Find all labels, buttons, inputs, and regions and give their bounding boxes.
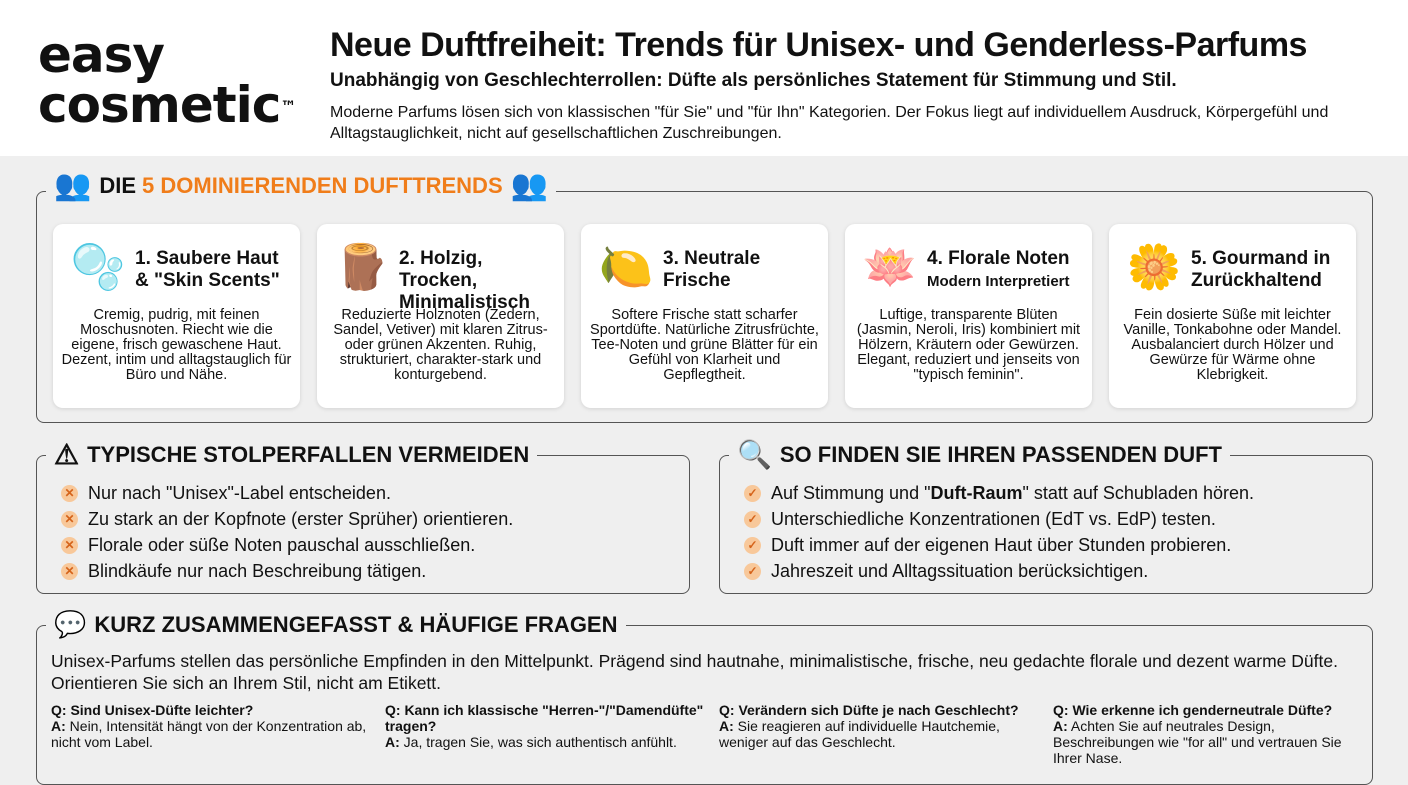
faq-item: Q: Wie erkenne ich genderneutrale Düfte?… [1053, 702, 1373, 766]
trend-card-title: 4. Florale Noten Modern Interpretiert [927, 248, 1086, 293]
trends-title-prefix: DIE [99, 172, 137, 198]
faq-item: Q: Verändern sich Düfte je nach Geschlec… [719, 702, 1039, 750]
check-icon: ✓ [744, 510, 761, 528]
summary-text: Unisex-Parfums stellen das persönliche E… [51, 651, 1338, 693]
finder-text: Jahreszeit und Alltagssituation berücksi… [771, 561, 1149, 581]
faq-answer-label: A: [719, 718, 734, 734]
pitfalls-title-text: TYPISCHE STOLPERFALLEN VERMEIDEN [87, 441, 530, 467]
trends-title: 👥 DIE 5 DOMINIERENDEN DUFTTRENDS 👥 [46, 168, 556, 203]
logo-tm: ™ [280, 97, 296, 116]
pitfalls-section: ✕ Nur nach "Unisex"-Label entscheiden. ✕ Zu… [36, 455, 690, 594]
check-icon: ✓ [744, 536, 761, 554]
x-icon: ✕ [61, 562, 78, 580]
faq-item: Q: Kann ich klassische "Herren-"/"Damend… [385, 702, 705, 750]
trend-card-text: Cremig, pudrig, mit feinen Moschusnoten.… [61, 307, 292, 383]
faq-question: Q: Wie erkenne ich genderneutrale Düfte? [1053, 702, 1333, 718]
speech-bubbles-icon: 💬 [54, 609, 87, 639]
trend-card-title: 2. Holzig, Trocken, Minimalistisch [399, 248, 558, 314]
header: easy cosmetic™ Neue Duftfreiheit: Trends … [0, 0, 1408, 156]
pitfall-item: ✕ Zu stark an der Kopfnote (erster Sprühe… [61, 506, 513, 532]
finder-text: Auf Stimmung und " [771, 483, 931, 503]
finder-list: ✓ Auf Stimmung und "Duft-Raum" statt auf … [744, 480, 1254, 584]
pitfall-text: Zu stark an der Kopfnote (erster Sprüher… [88, 509, 514, 529]
finder-title-text: SO FINDEN SIE IHREN PASSENDEN DUFT [779, 441, 1222, 467]
trend-title-text: 3. Neutrale Frische [663, 248, 761, 291]
finder-section: ✓ Auf Stimmung und "Duft-Raum" statt auf … [719, 455, 1373, 594]
intro-text: Moderne Parfums lösen sich von klassisch… [330, 104, 1329, 142]
finder-text-end: " statt auf Schubladen hören. [1022, 483, 1255, 503]
finder-title: 🔍 SO FINDEN SIE IHREN PASSENDEN DUFT [729, 438, 1230, 471]
page-title: Neue Duftfreiheit: Trends für Unisex- un… [330, 26, 1307, 64]
trend-card: 🌼 5. Gourmand in Zurückhaltend Fein dosi… [1109, 224, 1356, 408]
summary-title: 💬 KURZ ZUSAMMENGEFASST & HÄUFIGE FRAGEN [46, 609, 626, 640]
logo: easy cosmetic™ [38, 26, 296, 130]
finder-text-bold: Duft-Raum [930, 483, 1023, 503]
finder-text: Duft immer auf der eigenen Haut über Stu… [771, 535, 1232, 555]
trend-card-title: 3. Neutrale Frische [663, 248, 822, 292]
check-icon: ✓ [744, 484, 761, 502]
faq-answer-label: A: [1053, 718, 1068, 734]
water-lemon-icon: 🍋 [598, 243, 654, 292]
pitfall-item: ✕ Nur nach "Unisex"-Label entscheiden. [61, 480, 513, 506]
faq-answer: Ja, tragen Sie, was sich authentisch anf… [399, 734, 677, 750]
faq-answer: Sie reagieren auf individuelle Hautchemi… [719, 718, 1000, 750]
people-icon: 👥 [54, 169, 92, 202]
soap-bubbles-icon: 🫧 [70, 243, 126, 292]
finder-item: ✓ Duft immer auf der eigenen Haut über St… [744, 532, 1254, 558]
finder-text: Unterschiedliche Konzentrationen (EdT vs… [771, 509, 1216, 529]
trend-title-text: 2. Holzig, Trocken, Minimalistisch [399, 248, 530, 313]
trend-card: 🫧 1. Saubere Haut & "Skin Scents" Cremig… [53, 224, 300, 408]
faq-answer: Achten Sie auf neutrales Design, Beschre… [1053, 718, 1342, 766]
faq-answer: Nein, Intensität hängt von der Konzentra… [51, 718, 367, 750]
trends-section [36, 191, 1373, 423]
summary-title-text: KURZ ZUSAMMENGEFASST & HÄUFIGE FRAGEN [94, 611, 618, 637]
warning-icon: ⚠ [54, 439, 80, 470]
group-icon: 👥 [510, 169, 548, 202]
finder-item: ✓ Jahreszeit und Alltagssituation berücks… [744, 558, 1254, 584]
trend-title-text: 4. Florale Noten [927, 248, 1070, 269]
pitfall-item: ✕ Blindkäufe nur nach Beschreibung tätige… [61, 558, 513, 584]
vanilla-almond-icon: 🌼 [1126, 243, 1182, 292]
faq-answer-label: A: [385, 734, 400, 750]
pitfall-item: ✕ Florale oder süße Noten pauschal aussch… [61, 532, 513, 558]
trend-card: 🪵 2. Holzig, Trocken, Minimalistisch Red… [317, 224, 564, 408]
faq-question: Q: Kann ich klassische "Herren-"/"Damend… [385, 702, 704, 734]
pitfall-text: Nur nach "Unisex"-Label entscheiden. [88, 483, 391, 503]
faq-question: Q: Sind Unisex-Düfte leichter? [51, 702, 254, 718]
trend-card-title: 1. Saubere Haut & "Skin Scents" [135, 248, 294, 292]
trend-card: 🍋 3. Neutrale Frische Softere Frische st… [581, 224, 828, 408]
trends-title-highlight: 5 DOMINIERENDEN DUFTTRENDS [142, 172, 503, 198]
trend-card-text: Fein dosierte Süße mit leichter Vanille,… [1123, 307, 1342, 383]
magnifier-icon: 🔍 [737, 439, 772, 470]
pitfall-text: Blindkäufe nur nach Beschreibung tätigen… [88, 561, 427, 581]
finder-item: ✓ Auf Stimmung und "Duft-Raum" statt auf … [744, 480, 1254, 506]
trend-card-text: Softere Frische statt scharfer Sportdüft… [590, 307, 819, 383]
check-icon: ✓ [744, 562, 761, 580]
pitfall-text: Florale oder süße Noten pauschal ausschl… [88, 535, 476, 555]
lotus-flower-icon: 🪷 [862, 243, 918, 292]
x-icon: ✕ [61, 484, 78, 502]
trend-subtitle: Modern Interpretiert [927, 273, 1070, 290]
trend-title-text: 5. Gourmand in Zurückhaltend [1191, 248, 1331, 291]
page-subtitle: Unabhängig von Geschlechterrollen: Düfte… [330, 70, 1177, 91]
trend-title-text: 1. Saubere Haut & "Skin Scents" [135, 248, 280, 291]
summary-section: Unisex-Parfums stellen das persönliche E… [36, 625, 1373, 785]
x-icon: ✕ [61, 536, 78, 554]
pitfalls-title: ⚠ TYPISCHE STOLPERFALLEN VERMEIDEN [46, 438, 538, 471]
trend-card: 🪷 4. Florale Noten Modern Interpretiert L… [845, 224, 1092, 408]
finder-item: ✓ Unterschiedliche Konzentrationen (EdT v… [744, 506, 1254, 532]
logo-line2: cosmetic [38, 76, 281, 134]
trend-card-text: Reduzierte Holznoten (Zedern, Sandel, Ve… [333, 307, 548, 383]
faq-question: Q: Verändern sich Düfte je nach Geschlec… [719, 702, 1019, 718]
pitfalls-list: ✕ Nur nach "Unisex"-Label entscheiden. ✕ Zu… [61, 480, 513, 584]
faq-answer-label: A: [51, 718, 66, 734]
trend-card-text: Luftige, transparente Blüten (Jasmin, Ne… [856, 307, 1081, 383]
x-icon: ✕ [61, 510, 78, 528]
trend-card-title: 5. Gourmand in Zurückhaltend [1191, 248, 1350, 292]
faq-item: Q: Sind Unisex-Düfte leichter? A: Nein, I… [51, 702, 371, 750]
wood-log-icon: 🪵 [334, 243, 390, 292]
logo-line1: easy [38, 26, 165, 84]
